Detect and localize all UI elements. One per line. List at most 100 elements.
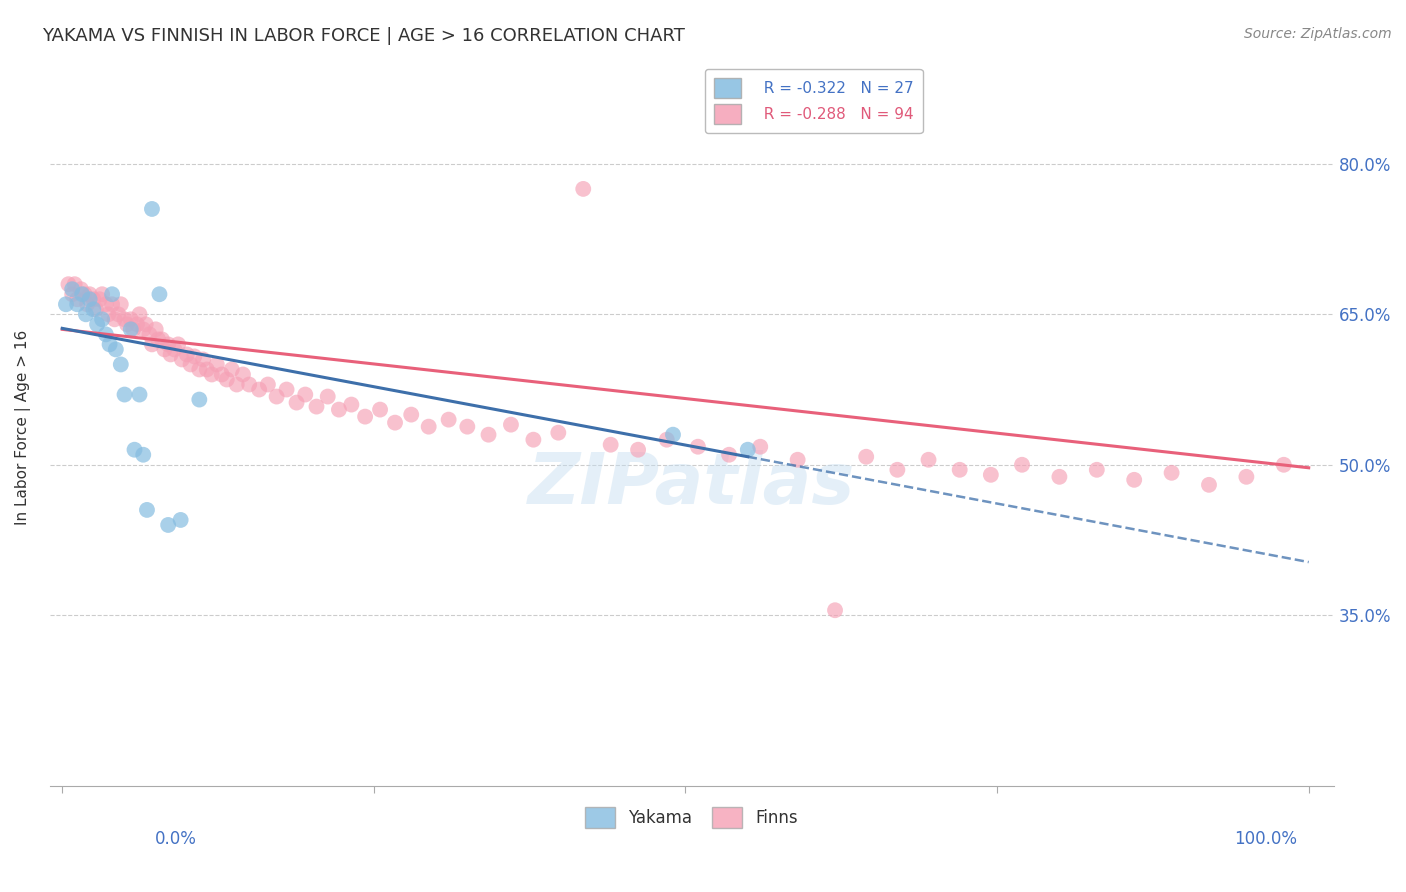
Point (153, 343, 176, 357)
Point (384, 416, 406, 430)
Point (55, 297, 77, 311)
Point (1272, 458, 1295, 472)
Point (73, 287, 96, 301)
Point (718, 448, 741, 462)
Legend: Yakama, Finns: Yakama, Finns (578, 800, 806, 835)
Point (1234, 470, 1257, 484)
Point (456, 419, 478, 434)
Point (115, 318, 138, 332)
Point (247, 383, 270, 397)
Point (188, 392, 211, 407)
Point (368, 402, 391, 417)
Point (686, 440, 709, 454)
Point (84, 302, 107, 317)
Point (148, 287, 170, 301)
Point (150, 332, 173, 346)
Point (662, 427, 685, 442)
Point (188, 362, 211, 376)
Point (125, 318, 148, 332)
Point (285, 395, 308, 409)
Point (120, 312, 142, 326)
Point (655, 433, 678, 447)
Point (66, 292, 89, 306)
Point (148, 332, 170, 346)
Point (294, 387, 316, 401)
Point (238, 377, 260, 392)
Point (599, 438, 621, 452)
Point (232, 368, 254, 382)
Point (225, 377, 247, 392)
Point (1011, 458, 1033, 472)
Point (138, 327, 160, 342)
Point (76, 297, 98, 311)
Point (70, 282, 93, 296)
Point (522, 433, 544, 447)
Point (103, 312, 125, 326)
Point (1085, 463, 1108, 477)
Point (1198, 478, 1220, 492)
Y-axis label: In Labor Force | Age > 16: In Labor Force | Age > 16 (15, 329, 31, 524)
Point (82, 302, 104, 317)
Point (159, 347, 181, 361)
Point (221, 362, 243, 376)
Point (354, 409, 377, 424)
Point (167, 337, 190, 351)
Point (418, 419, 440, 434)
Point (917, 452, 939, 467)
Point (114, 387, 136, 401)
Point (128, 387, 150, 401)
Point (70, 287, 93, 301)
Point (128, 307, 150, 321)
Point (205, 358, 228, 372)
Text: YAKAMA VS FINNISH IN LABOR FORCE | AGE > 16 CORRELATION CHART: YAKAMA VS FINNISH IN LABOR FORCE | AGE >… (42, 27, 685, 45)
Point (60, 287, 83, 301)
Point (1123, 473, 1146, 487)
Point (114, 312, 136, 326)
Point (107, 307, 129, 321)
Point (886, 463, 908, 477)
Point (89, 292, 111, 306)
Point (163, 343, 186, 357)
Point (98, 337, 121, 351)
Text: ZIPatlas: ZIPatlas (529, 450, 855, 519)
Point (94, 327, 117, 342)
Point (749, 440, 772, 454)
Point (201, 368, 224, 382)
Point (141, 202, 163, 216)
Point (79, 292, 101, 306)
Point (499, 417, 522, 432)
Point (266, 390, 288, 404)
Point (176, 347, 198, 361)
Point (91, 287, 114, 301)
Point (86, 318, 108, 332)
Point (110, 297, 132, 311)
Text: 0.0%: 0.0% (155, 830, 197, 847)
Point (824, 603, 846, 617)
Point (855, 450, 877, 464)
Point (58, 277, 80, 292)
Point (122, 322, 145, 336)
Point (211, 368, 233, 382)
Point (63, 277, 86, 292)
Point (104, 343, 127, 357)
Point (316, 390, 339, 404)
Point (157, 518, 180, 533)
Point (101, 287, 124, 301)
Point (547, 425, 569, 440)
Point (135, 318, 157, 332)
Point (437, 412, 460, 426)
Point (132, 322, 155, 336)
Point (180, 358, 202, 372)
Point (97, 307, 120, 321)
Point (1160, 466, 1182, 480)
Point (75, 307, 97, 321)
Point (257, 377, 280, 392)
Point (572, 182, 595, 196)
Point (191, 352, 214, 367)
Point (328, 402, 350, 417)
Point (60, 282, 83, 296)
Point (91, 312, 114, 326)
Point (132, 448, 155, 462)
Point (141, 337, 163, 351)
Point (79, 287, 101, 301)
